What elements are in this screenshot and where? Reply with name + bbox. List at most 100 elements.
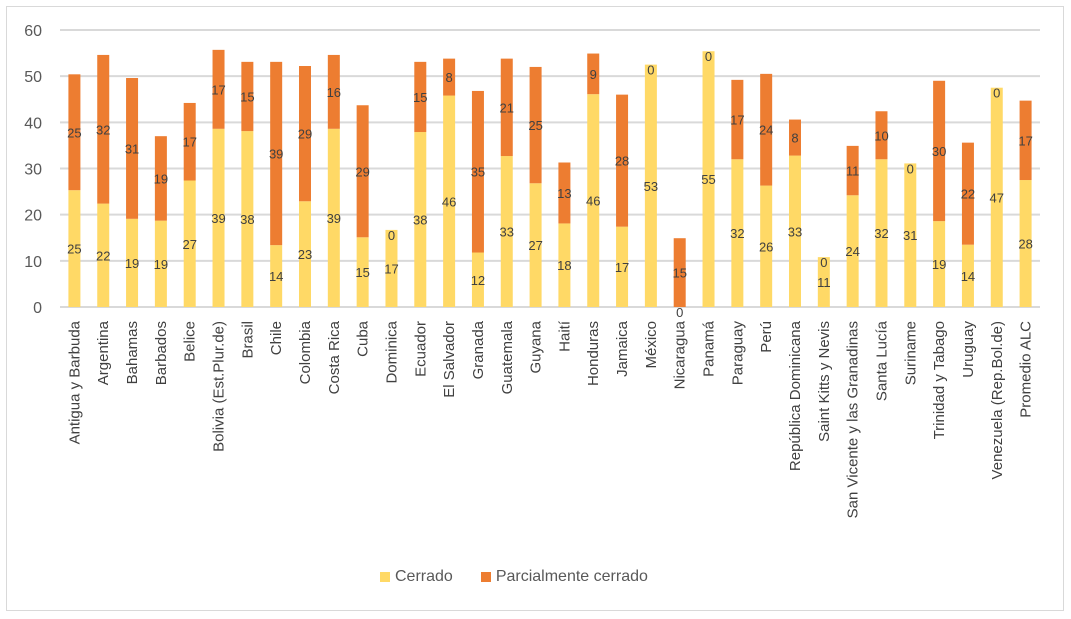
data-label-cerrado: 26: [759, 239, 773, 254]
bar-parcialmente-cerrado: [270, 61, 283, 246]
x-category-label: Antigua y Barbuda: [66, 320, 83, 444]
x-category-label: Ecuador: [412, 321, 429, 377]
bar-parcialmente-cerrado: [414, 61, 427, 133]
data-label-parcialmente-cerrado: 10: [874, 128, 888, 143]
legend-item-parcialmente-cerrado: Parcialmente cerrado: [480, 568, 648, 586]
bar-parcialmente-cerrado: [846, 145, 859, 196]
x-category-label: Perú: [758, 321, 775, 353]
data-label-cerrado: 22: [96, 248, 110, 263]
bar-cerrado: [1019, 180, 1032, 307]
bar-cerrado: [529, 183, 542, 307]
bar-cerrado: [356, 237, 369, 307]
data-label-cerrado: 55: [701, 172, 715, 187]
bar-parcialmente-cerrado: [212, 49, 225, 129]
data-label-parcialmente-cerrado: 0: [647, 63, 654, 78]
gridlines: [60, 29, 1040, 308]
data-label-parcialmente-cerrado: 0: [705, 49, 712, 64]
x-category-label: Jamaica: [614, 320, 631, 377]
y-tick-label: 40: [24, 115, 42, 132]
bar-cerrado: [241, 131, 254, 307]
legend: Cerrado Parcialmente cerrado: [380, 568, 648, 586]
y-tick-label: 50: [24, 69, 42, 86]
data-label-cerrado: 27: [528, 238, 542, 253]
data-label-parcialmente-cerrado: 17: [182, 135, 196, 150]
bar-cerrado: [126, 218, 139, 307]
x-category-label: Colombia: [297, 320, 314, 384]
bar-parcialmente-cerrado: [97, 54, 110, 204]
x-category-label: Granada: [470, 320, 487, 379]
x-category-label: Suriname: [902, 321, 919, 385]
data-label-cerrado: 17: [384, 261, 398, 276]
x-category-label: Chile: [268, 321, 285, 355]
data-label-cerrado: 38: [413, 213, 427, 228]
x-category-label: Venezuela (Rep.Bol.de): [989, 321, 1006, 479]
data-label-parcialmente-cerrado: 15: [672, 266, 686, 281]
bar-cerrado: [414, 132, 427, 307]
data-label-cerrado: 46: [442, 194, 456, 209]
data-label-cerrado: 12: [471, 273, 485, 288]
bar-cerrado: [789, 155, 801, 307]
x-category-label: República Dominicana: [787, 320, 804, 471]
bar-parcialmente-cerrado: [471, 90, 484, 253]
data-label-parcialmente-cerrado: 17: [730, 113, 744, 128]
bar-parcialmente-cerrado: [299, 66, 311, 202]
bars: [68, 49, 1032, 308]
x-category-label: Saint Kitts y Nevis: [816, 321, 833, 442]
bar-parcialmente-cerrado: [327, 54, 340, 129]
data-label-parcialmente-cerrado: 17: [1018, 133, 1032, 148]
data-label-parcialmente-cerrado: 22: [961, 187, 975, 202]
data-label-parcialmente-cerrado: 8: [791, 131, 798, 146]
data-label-parcialmente-cerrado: 9: [590, 67, 597, 82]
data-label-parcialmente-cerrado: 29: [355, 164, 369, 179]
data-label-cerrado: 15: [355, 265, 369, 280]
data-label-parcialmente-cerrado: 31: [125, 141, 139, 156]
bar-cerrado: [212, 128, 225, 307]
data-labels: 25 25 22 32 19 31 19 19 27 17 39 17 38 15 14 39 23 29 39 16…: [67, 49, 1033, 320]
legend-swatch-cerrado: [380, 572, 390, 582]
bar-parcialmente-cerrado: [126, 78, 139, 219]
x-axis-categories: Antigua y Barbuda Argentina Bahamas Barbado…: [66, 320, 1034, 518]
bar-cerrado: [154, 220, 167, 307]
x-category-label: Trinidad y Tabago: [931, 321, 948, 439]
x-category-label: Argentina: [95, 320, 112, 385]
bar-cerrado: [961, 244, 974, 307]
x-category-label: Dominica: [383, 320, 400, 383]
x-category-label: Bahamas: [124, 321, 141, 384]
data-label-cerrado: 39: [327, 211, 341, 226]
x-category-label: México: [643, 321, 660, 369]
bar-cerrado: [760, 185, 773, 307]
data-label-parcialmente-cerrado: 0: [388, 228, 395, 243]
bar-parcialmente-cerrado: [933, 80, 946, 222]
data-label-parcialmente-cerrado: 39: [269, 146, 283, 161]
data-label-cerrado: 0: [676, 305, 683, 320]
data-label-parcialmente-cerrado: 19: [154, 171, 168, 186]
legend-label-cerrado: Cerrado: [395, 568, 453, 585]
bar-cerrado: [270, 245, 283, 307]
x-category-label: Paraguay: [729, 321, 746, 386]
x-category-label: Guatemala: [499, 320, 516, 394]
bar-cerrado: [904, 163, 917, 307]
bar-parcialmente-cerrado: [356, 105, 369, 238]
bar-parcialmente-cerrado: [68, 74, 81, 191]
data-label-cerrado: 14: [961, 269, 975, 284]
x-category-label: Cuba: [355, 320, 372, 357]
bar-cerrado: [443, 95, 456, 307]
data-label-cerrado: 19: [125, 256, 139, 271]
data-label-parcialmente-cerrado: 11: [846, 164, 860, 179]
y-tick-label: 10: [24, 254, 42, 271]
x-category-label: El Salvador: [441, 321, 458, 398]
bar-parcialmente-cerrado: [673, 238, 686, 307]
data-label-cerrado: 39: [211, 211, 225, 226]
bar-cerrado: [817, 257, 830, 307]
data-label-parcialmente-cerrado: 17: [211, 82, 225, 97]
data-label-parcialmente-cerrado: 0: [993, 86, 1000, 101]
bar-cerrado: [385, 229, 398, 307]
data-label-parcialmente-cerrado: 15: [240, 89, 254, 104]
bar-parcialmente-cerrado: [443, 58, 456, 96]
data-label-cerrado: 14: [269, 269, 283, 284]
data-label-parcialmente-cerrado: 21: [500, 100, 514, 115]
x-category-label: Belice: [182, 321, 199, 362]
bar-parcialmente-cerrado: [183, 102, 196, 181]
data-label-parcialmente-cerrado: 35: [471, 165, 485, 180]
